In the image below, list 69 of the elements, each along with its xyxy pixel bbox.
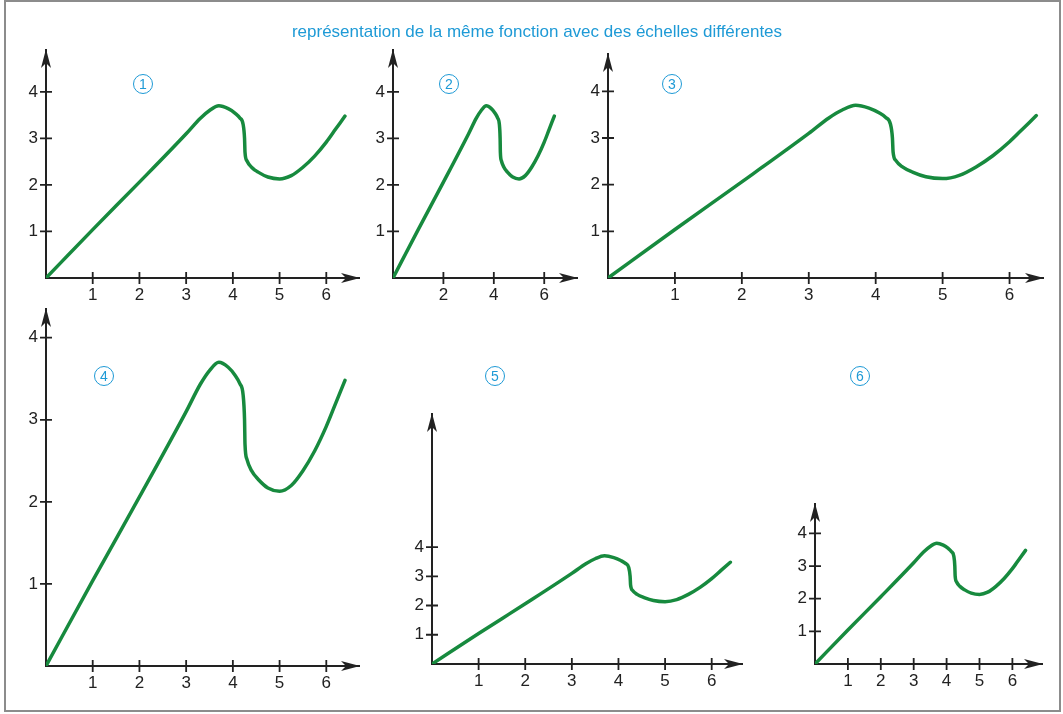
annotation: 3	[662, 74, 682, 94]
annotation: 1	[133, 74, 153, 94]
x-tick-label: 2	[134, 672, 145, 692]
x-tick-label: 2	[134, 284, 145, 304]
y-tick-label: 3	[590, 127, 600, 147]
y-tick-label: 4	[28, 81, 38, 101]
x-tick-label: 1	[473, 670, 484, 690]
y-tick-label: 1	[797, 621, 807, 641]
line-series	[608, 103, 1039, 278]
x-tick-label: 4	[228, 284, 238, 304]
y-tick-label: 1	[28, 573, 38, 593]
x-tick-label: 5	[937, 284, 948, 304]
y-tick-label: 1	[28, 221, 38, 241]
x-tick-label: 2	[520, 670, 530, 690]
line-series	[46, 360, 347, 666]
x-tick-label: 6	[1004, 284, 1015, 304]
x-tick-label: 4	[613, 670, 624, 690]
x-tick-label: 6	[1007, 670, 1018, 690]
line-series	[432, 554, 733, 664]
line-series	[393, 104, 557, 278]
y-tick-label: 2	[590, 174, 600, 194]
annotation: 4	[94, 366, 114, 386]
x-tick-label: 5	[274, 672, 285, 692]
x-tick-label: 3	[908, 670, 919, 690]
y-tick-label: 1	[414, 624, 424, 644]
x-tick-label: 1	[843, 670, 853, 690]
y-tick-label: 3	[797, 555, 807, 575]
x-tick-label: 5	[660, 670, 670, 690]
x-tick-label: 3	[181, 672, 191, 692]
line-series	[815, 541, 1028, 664]
y-tick-label: 3	[375, 128, 385, 148]
y-tick-label: 4	[590, 81, 600, 101]
x-tick-label: 1	[670, 284, 680, 304]
y-tick-label: 2	[375, 174, 385, 194]
x-tick-label: 6	[539, 284, 549, 304]
x-tick-label: 3	[181, 284, 191, 304]
x-tick-label: 3	[567, 670, 577, 690]
text: représentation de la même fonction avec des échelles différentes	[290, 21, 784, 43]
y-tick-label: 3	[28, 409, 38, 429]
x-tick-label: 4	[489, 284, 499, 304]
x-tick-label: 5	[274, 284, 285, 304]
line-series	[46, 104, 347, 278]
x-tick-label: 6	[706, 670, 717, 690]
y-tick-label: 1	[590, 221, 600, 241]
x-tick-label: 4	[228, 672, 238, 692]
x-tick-label: 6	[321, 284, 332, 304]
y-tick-label: 3	[414, 565, 424, 585]
x-tick-label: 1	[87, 284, 98, 304]
annotation: 2	[439, 74, 459, 94]
y-tick-label: 2	[414, 595, 424, 615]
y-tick-label: 3	[28, 128, 38, 148]
y-tick-label: 2	[28, 174, 38, 194]
y-tick-label: 4	[797, 523, 807, 543]
y-tick-label: 4	[414, 536, 424, 556]
text: 5	[485, 366, 505, 386]
y-tick-label: 2	[797, 588, 807, 608]
x-tick-label: 2	[737, 284, 747, 304]
x-tick-label: 1	[87, 672, 98, 692]
x-tick-label: 5	[974, 670, 985, 690]
x-tick-label: 4	[941, 670, 952, 690]
y-tick-label: 1	[375, 221, 385, 241]
x-tick-label: 2	[876, 670, 886, 690]
y-tick-label: 4	[28, 327, 38, 347]
x-tick-label: 4	[870, 284, 881, 304]
text: 6	[850, 366, 870, 386]
x-tick-label: 6	[321, 672, 332, 692]
y-tick-label: 4	[375, 81, 385, 101]
y-tick-label: 2	[28, 491, 38, 511]
x-tick-label: 2	[438, 284, 449, 304]
